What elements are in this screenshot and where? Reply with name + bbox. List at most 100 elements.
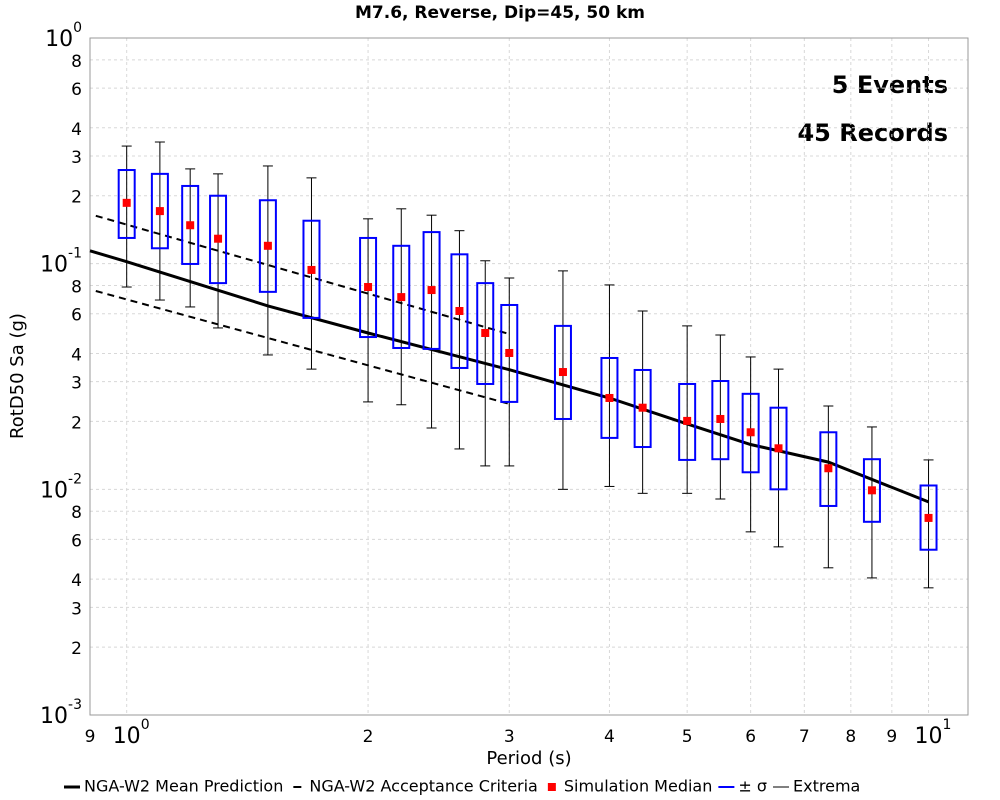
sigma-box bbox=[741, 392, 760, 474]
tick-label: 100 bbox=[45, 20, 82, 52]
median-marker bbox=[263, 241, 272, 250]
tick-label: 10-3 bbox=[40, 697, 82, 729]
tick-label: 4 bbox=[71, 571, 82, 591]
tick-label-base: 10 bbox=[915, 724, 943, 749]
median-marker bbox=[364, 283, 373, 292]
tick-label-exponent: -2 bbox=[68, 471, 82, 487]
sigma-box bbox=[862, 458, 881, 523]
median-marker bbox=[307, 265, 316, 274]
median-marker bbox=[397, 293, 406, 302]
median-marker bbox=[746, 428, 755, 437]
tick-label: 6 bbox=[71, 80, 82, 100]
median-marker bbox=[214, 234, 223, 243]
tick-label-base: 10 bbox=[45, 27, 73, 52]
tick-label-exponent: -1 bbox=[68, 246, 82, 262]
tick-label-base: 10 bbox=[113, 724, 141, 749]
tick-label-base: 4 bbox=[71, 345, 82, 365]
sigma-box bbox=[476, 282, 495, 385]
tick-label-exponent: 1 bbox=[943, 717, 952, 733]
tick-label: 3 bbox=[71, 374, 82, 394]
median-marker bbox=[505, 348, 514, 357]
tick-label-base: 2 bbox=[71, 639, 82, 659]
median-marker bbox=[155, 207, 164, 216]
tick-label-base: 2 bbox=[71, 413, 82, 433]
sigma-box bbox=[600, 356, 619, 439]
tick-label: 2 bbox=[363, 727, 374, 747]
median-marker bbox=[455, 306, 464, 315]
sigma-box bbox=[302, 219, 321, 319]
tick-label: 2 bbox=[71, 639, 82, 659]
tick-label-base: 8 bbox=[71, 52, 82, 72]
sigma-box bbox=[711, 380, 730, 461]
mean-line bbox=[89, 249, 930, 504]
tick-label: 4 bbox=[71, 120, 82, 140]
sigma-box bbox=[258, 199, 277, 293]
sigma-box bbox=[359, 236, 378, 339]
median-marker bbox=[605, 393, 614, 402]
tick-label-base: 3 bbox=[71, 374, 82, 394]
tick-label: 10-2 bbox=[40, 471, 82, 503]
tick-label-base: 6 bbox=[71, 531, 82, 551]
tick-label: 8 bbox=[71, 278, 82, 298]
median-marker bbox=[638, 403, 647, 412]
tick-label-exponent: -3 bbox=[68, 697, 82, 713]
tick-label: 5 bbox=[682, 727, 693, 747]
tick-label: 100 bbox=[113, 717, 150, 749]
sigma-box bbox=[450, 253, 469, 369]
median-marker bbox=[427, 286, 436, 295]
median-marker bbox=[683, 416, 692, 425]
tick-label-base: 2 bbox=[71, 188, 82, 208]
sigma-box bbox=[678, 382, 697, 461]
tick-label: 3 bbox=[504, 727, 515, 747]
median-marker bbox=[867, 486, 876, 495]
sigma-box bbox=[919, 484, 938, 551]
tick-label: 6 bbox=[745, 727, 756, 747]
legend-swatch bbox=[547, 783, 556, 791]
tick-label: 9 bbox=[886, 727, 897, 747]
tick-label: 3 bbox=[71, 148, 82, 168]
tick-label-exponent: 0 bbox=[73, 20, 82, 36]
sigma-box bbox=[209, 194, 228, 285]
sigma-box bbox=[500, 303, 519, 403]
y-axis-label: RotD50 Sa (g) bbox=[7, 313, 28, 439]
tick-label: 6 bbox=[71, 306, 82, 326]
sigma-box bbox=[633, 368, 652, 449]
tick-label-base: 8 bbox=[71, 278, 82, 298]
legend-label: NGA-W2 Mean Prediction bbox=[84, 777, 283, 796]
sigma-box bbox=[769, 406, 788, 491]
median-marker bbox=[824, 464, 833, 473]
tick-label-base: 4 bbox=[71, 120, 82, 140]
median-marker bbox=[558, 368, 567, 377]
tick-label: 3 bbox=[71, 599, 82, 619]
tick-label: 6 bbox=[71, 531, 82, 551]
tick-label: 4 bbox=[71, 345, 82, 365]
chart-title: M7.6, Reverse, Dip=45, 50 km bbox=[355, 3, 645, 23]
sigma-box bbox=[117, 169, 136, 239]
tick-label: 2 bbox=[71, 413, 82, 433]
tick-label-exponent: 0 bbox=[141, 717, 150, 733]
tick-label: 2 bbox=[71, 188, 82, 208]
annotation: 45 Records bbox=[797, 119, 948, 147]
sigma-box bbox=[392, 244, 411, 349]
tick-label: 8 bbox=[71, 503, 82, 523]
tick-label-base: 8 bbox=[71, 503, 82, 523]
sigma-box bbox=[181, 184, 200, 265]
tick-label: 10-1 bbox=[40, 246, 82, 278]
annotation: 5 Events bbox=[832, 71, 948, 99]
median-marker bbox=[774, 444, 783, 453]
legend-label: Extrema bbox=[793, 777, 860, 796]
tick-label-base: 4 bbox=[71, 571, 82, 591]
sigma-box bbox=[553, 324, 572, 420]
median-marker bbox=[186, 221, 195, 230]
tick-label-base: 9 bbox=[85, 727, 96, 747]
legend-label: NGA-W2 Acceptance Criteria bbox=[309, 777, 538, 796]
tick-label-base: 3 bbox=[71, 148, 82, 168]
tick-label-base: 3 bbox=[71, 599, 82, 619]
tick-label-base: 6 bbox=[71, 80, 82, 100]
median-marker bbox=[924, 513, 933, 522]
tick-label: 4 bbox=[604, 727, 615, 747]
x-axis-label: Period (s) bbox=[486, 748, 571, 769]
tick-label-base: 10 bbox=[40, 253, 68, 278]
